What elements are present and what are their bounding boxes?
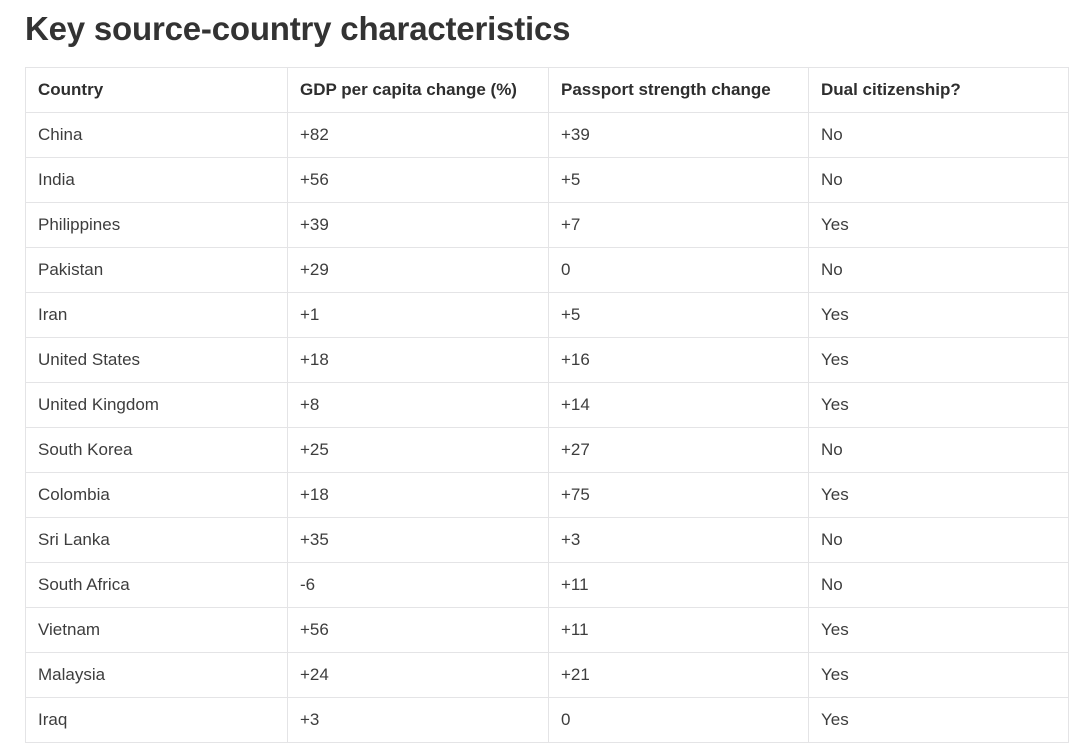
table-row: South Korea +25 +27 No: [25, 426, 1069, 473]
cell-gdp-per-capita-change: +8: [287, 381, 549, 428]
cell-dual-citizenship: Yes: [808, 606, 1069, 653]
cell-passport-strength-change: +5: [548, 156, 809, 203]
cell-passport-strength-change: +27: [548, 426, 809, 473]
cell-passport-strength-change: 0: [548, 696, 809, 743]
cell-country: China: [25, 111, 288, 158]
page-title: Key source-country characteristics: [25, 10, 571, 47]
cell-gdp-per-capita-change: +1: [287, 291, 549, 338]
table-row: China +82 +39 No: [25, 111, 1069, 158]
table-row: South Africa -6 +11 No: [25, 561, 1069, 608]
cell-gdp-per-capita-change: +56: [287, 606, 549, 653]
table-row: United States +18 +16 Yes: [25, 336, 1069, 383]
cell-passport-strength-change: 0: [548, 246, 809, 293]
cell-country: Philippines: [25, 201, 288, 248]
cell-dual-citizenship: No: [808, 156, 1069, 203]
table-row: Pakistan +29 0 No: [25, 246, 1069, 293]
table-row: Vietnam +56 +11 Yes: [25, 606, 1069, 653]
cell-country: South Africa: [25, 561, 288, 608]
table-header-row: Country GDP per capita change (%) Passport…: [25, 66, 1069, 113]
cell-dual-citizenship: Yes: [808, 336, 1069, 383]
table-row: Colombia +18 +75 Yes: [25, 471, 1069, 518]
table-row: United Kingdom +8 +14 Yes: [25, 381, 1069, 428]
table-row: India +56 +5 No: [25, 156, 1069, 203]
cell-country: Iran: [25, 291, 288, 338]
cell-country: Vietnam: [25, 606, 288, 653]
cell-dual-citizenship: No: [808, 561, 1069, 608]
column-header-dual-citizenship: Dual citizenship?: [808, 66, 1069, 113]
table-row: Philippines +39 +7 Yes: [25, 201, 1069, 248]
cell-passport-strength-change: +75: [548, 471, 809, 518]
table-row: Sri Lanka +35 +3 No: [25, 516, 1069, 563]
cell-passport-strength-change: +39: [548, 111, 809, 158]
cell-dual-citizenship: Yes: [808, 291, 1069, 338]
cell-passport-strength-change: +7: [548, 201, 809, 248]
cell-dual-citizenship: No: [808, 111, 1069, 158]
table-row: Malaysia +24 +21 Yes: [25, 651, 1069, 698]
cell-dual-citizenship: Yes: [808, 381, 1069, 428]
cell-country: Colombia: [25, 471, 288, 518]
cell-country: United Kingdom: [25, 381, 288, 428]
cell-gdp-per-capita-change: +29: [287, 246, 549, 293]
cell-dual-citizenship: Yes: [808, 696, 1069, 743]
table-row: Iraq +3 0 Yes: [25, 696, 1069, 743]
cell-dual-citizenship: No: [808, 426, 1069, 473]
cell-gdp-per-capita-change: +82: [287, 111, 549, 158]
cell-country: India: [25, 156, 288, 203]
table-row: Iran +1 +5 Yes: [25, 291, 1069, 338]
cell-gdp-per-capita-change: +35: [287, 516, 549, 563]
column-header-passport-strength-change: Passport strength change: [548, 66, 809, 113]
source-country-table: Country GDP per capita change (%) Passport…: [25, 66, 1069, 743]
cell-passport-strength-change: +5: [548, 291, 809, 338]
cell-country: South Korea: [25, 426, 288, 473]
cell-passport-strength-change: +11: [548, 606, 809, 653]
cell-passport-strength-change: +3: [548, 516, 809, 563]
cell-country: Iraq: [25, 696, 288, 743]
cell-dual-citizenship: Yes: [808, 471, 1069, 518]
cell-gdp-per-capita-change: +24: [287, 651, 549, 698]
cell-passport-strength-change: +21: [548, 651, 809, 698]
column-header-gdp-per-capita-change: GDP per capita change (%): [287, 66, 549, 113]
cell-country: United States: [25, 336, 288, 383]
cell-gdp-per-capita-change: -6: [287, 561, 549, 608]
cell-country: Pakistan: [25, 246, 288, 293]
cell-gdp-per-capita-change: +39: [287, 201, 549, 248]
cell-dual-citizenship: No: [808, 516, 1069, 563]
cell-dual-citizenship: No: [808, 246, 1069, 293]
table-body: China +82 +39 No India +56 +5 No Philippines +39 +…: [25, 111, 1069, 743]
table-header: Country GDP per capita change (%) Passport…: [25, 66, 1069, 113]
cell-gdp-per-capita-change: +18: [287, 471, 549, 518]
cell-dual-citizenship: Yes: [808, 651, 1069, 698]
cell-country: Sri Lanka: [25, 516, 288, 563]
cell-passport-strength-change: +11: [548, 561, 809, 608]
cell-gdp-per-capita-change: +25: [287, 426, 549, 473]
cell-passport-strength-change: +14: [548, 381, 809, 428]
cell-gdp-per-capita-change: +56: [287, 156, 549, 203]
cell-passport-strength-change: +16: [548, 336, 809, 383]
cell-gdp-per-capita-change: +18: [287, 336, 549, 383]
column-header-country: Country: [25, 66, 288, 113]
cell-dual-citizenship: Yes: [808, 201, 1069, 248]
cell-country: Malaysia: [25, 651, 288, 698]
cell-gdp-per-capita-change: +3: [287, 696, 549, 743]
